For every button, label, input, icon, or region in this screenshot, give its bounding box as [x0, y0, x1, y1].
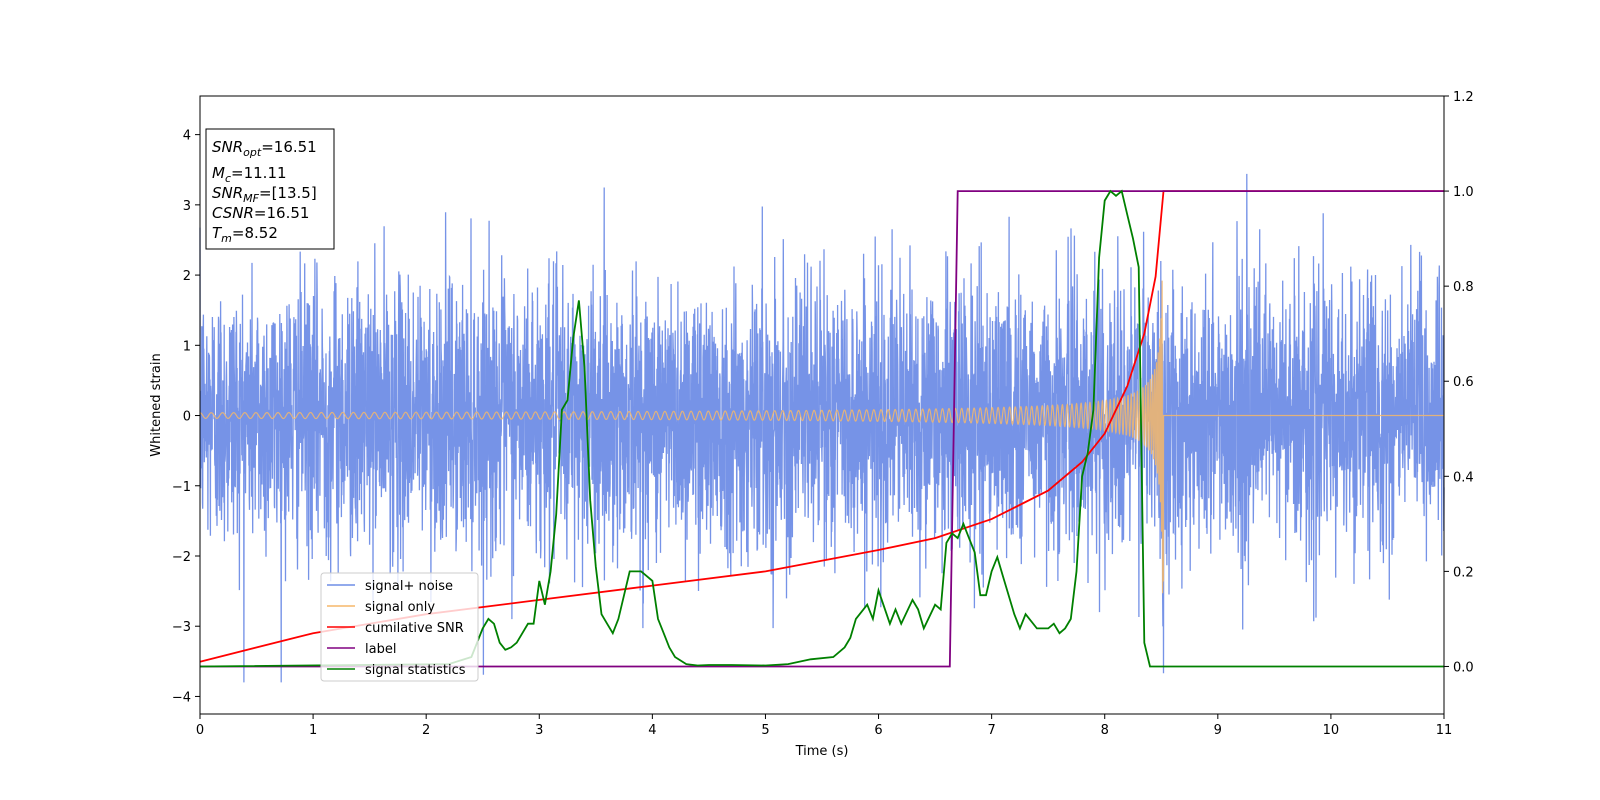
series-cumilative-snr-line: [199, 190, 1444, 663]
legend-label-signal-statistics: signal statistics: [365, 663, 466, 678]
y-axis-label: Whitened strain: [149, 353, 164, 456]
y2-tick-label: 0.8: [1453, 280, 1474, 295]
y-axis-left: 4 3 2 1 0 −1 −2 −3 −4: [172, 129, 200, 705]
legend-label-signal-only: signal only: [365, 600, 435, 615]
legend-label-label: label: [365, 642, 396, 657]
series-signal-noise-line: [199, 173, 1445, 683]
y-tick-label: 0: [183, 410, 191, 425]
x-tick-label: 3: [535, 723, 543, 738]
x-tick-label: 6: [874, 723, 882, 738]
x-axis-label: Time (s): [795, 744, 849, 759]
y2-tick-label: 0.0: [1453, 660, 1474, 675]
x-tick-label: 11: [1436, 723, 1453, 738]
y2-tick-label: 1.2: [1453, 90, 1474, 105]
series-layer: [199, 173, 1445, 683]
series-label-line: [200, 190, 1444, 668]
info-mc: Mc=11.11: [212, 164, 287, 185]
y-tick-label: −1: [172, 480, 191, 495]
plot-frame: [199, 95, 1445, 715]
y2-tick-label: 1.0: [1453, 185, 1474, 200]
x-axis: 0 1 2 3 4 5 6 7 8 9 10 11: [196, 714, 1452, 738]
x-tick-label: 5: [761, 723, 769, 738]
y2-tick-label: 0.6: [1453, 375, 1474, 390]
y-tick-label: 4: [183, 129, 191, 144]
y2-tick-label: 0.4: [1453, 470, 1474, 485]
legend-label-cumulative-snr: cumilative SNR: [365, 621, 464, 636]
x-tick-label: 0: [196, 723, 204, 738]
y-tick-label: 2: [183, 269, 191, 284]
info-box: SNRopt=16.51 Mc=11.11 SNRMF=[13.5] CSNR=…: [205, 128, 335, 250]
y-tick-label: −3: [172, 620, 191, 635]
legend-label-signal-noise: signal+ noise: [365, 579, 453, 594]
x-tick-label: 1: [309, 723, 317, 738]
info-csnr: CSNR=16.51: [212, 204, 309, 222]
series-signal-statistics-line: [199, 189, 1444, 668]
y-tick-label: 1: [183, 339, 191, 354]
legend: signal+ noise signal only cumilative SNR…: [320, 572, 479, 682]
y-tick-label: −2: [172, 550, 191, 565]
info-tm: Tm=8.52: [212, 224, 278, 245]
x-tick-label: 2: [422, 723, 430, 738]
x-tick-label: 10: [1323, 723, 1340, 738]
info-snr-opt: SNRopt=16.51: [212, 138, 317, 159]
series-signal-only-line: [200, 280, 1444, 594]
x-tick-label: 8: [1101, 723, 1109, 738]
y-tick-label: −4: [172, 690, 191, 705]
y2-tick-label: 0.2: [1453, 565, 1474, 580]
info-snr-mf: SNRMF=[13.5]: [212, 184, 317, 205]
x-tick-label: 9: [1214, 723, 1222, 738]
y-axis-right: 1.2 1.0 0.8 0.6 0.4 0.2 0.0: [1444, 90, 1474, 675]
x-tick-label: 7: [987, 723, 995, 738]
x-tick-label: 4: [648, 723, 656, 738]
y-tick-label: 3: [183, 199, 191, 214]
